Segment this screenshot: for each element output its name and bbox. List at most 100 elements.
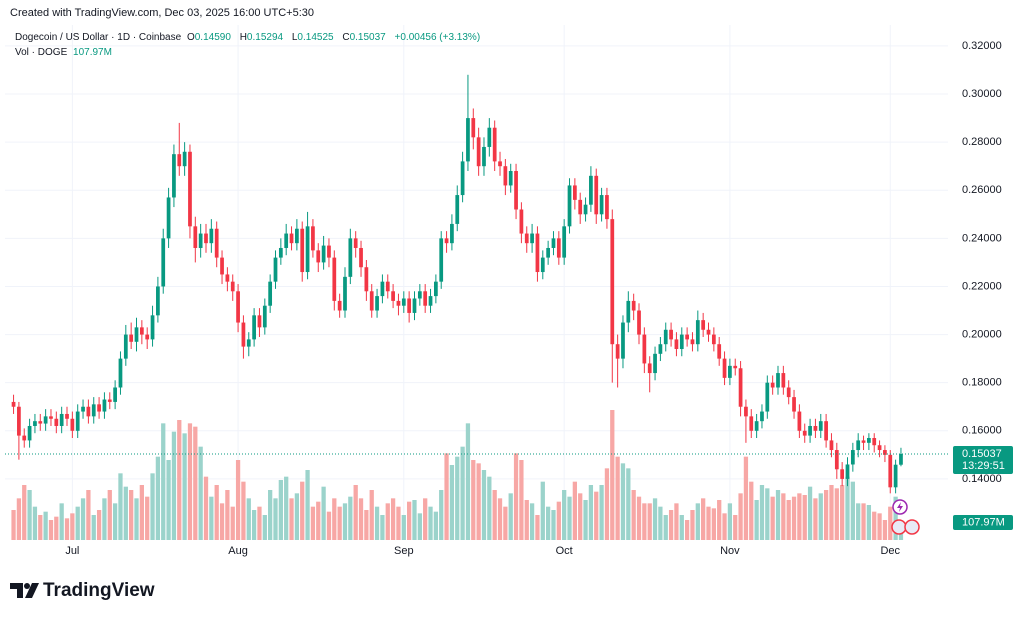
volume-legend: Vol · DOGE 107.97M <box>15 47 115 58</box>
volume-bar <box>636 496 642 540</box>
x-tick-label: Dec <box>880 545 900 557</box>
volume-bar <box>401 515 406 540</box>
volume-bar <box>91 515 96 540</box>
volume-bar <box>412 500 417 540</box>
candle-body <box>695 320 700 345</box>
candle-body <box>321 245 326 263</box>
volume-bar <box>535 515 540 540</box>
event-flag[interactable] <box>904 519 920 535</box>
volume-bar <box>701 498 706 540</box>
legend-value: 0.14525 <box>297 32 334 43</box>
legend-close: C0.15037 <box>342 32 388 43</box>
candle-body <box>81 406 85 412</box>
volume-bar <box>615 456 620 540</box>
candle-body <box>690 339 695 345</box>
candle-body <box>401 298 406 306</box>
volume-bar <box>134 498 139 540</box>
candle-body <box>503 166 508 186</box>
candle-body <box>540 257 545 273</box>
volume-bar <box>572 481 578 540</box>
volume-bar <box>246 498 251 540</box>
candle-body <box>524 233 529 244</box>
volume-bar <box>460 446 465 540</box>
last-price-box <box>953 445 1013 474</box>
candle-body <box>808 425 812 436</box>
candle-body <box>241 322 246 347</box>
volume-bar <box>610 410 615 540</box>
volume-bar <box>433 511 439 540</box>
candle-body <box>204 233 208 244</box>
candle-body <box>396 300 401 306</box>
y-tick-label: 0.18000 <box>962 377 1002 389</box>
volume-bar <box>203 476 209 540</box>
candle-body <box>49 416 53 419</box>
volume-bar <box>706 506 711 540</box>
candle-body <box>27 425 32 441</box>
volume-bar <box>620 463 626 540</box>
candle-body <box>102 399 107 412</box>
volume-bar <box>738 493 743 540</box>
volume-bar <box>813 498 818 540</box>
y-tick-label: 0.14000 <box>962 473 1002 485</box>
countdown: 13:29:51 <box>962 460 1005 472</box>
candle-body <box>348 238 353 277</box>
candle-body <box>637 310 641 335</box>
candle-body <box>139 327 144 335</box>
volume-bar <box>273 498 278 540</box>
candle-body <box>482 146 486 167</box>
volume-bar <box>487 476 492 540</box>
volume-bar <box>332 498 337 540</box>
candle-body <box>198 233 203 248</box>
volume-bar <box>417 513 422 540</box>
candle-body <box>535 233 540 273</box>
event-flag[interactable] <box>891 519 907 535</box>
volume-bar <box>717 500 722 540</box>
candle-body <box>728 365 732 378</box>
candle-body <box>428 296 433 306</box>
volume-bar <box>161 423 166 540</box>
last-price-label: 0.15037 <box>962 448 1002 460</box>
y-tick-label: 0.32000 <box>962 40 1002 52</box>
candle-body <box>845 464 850 479</box>
volume-bar <box>123 486 128 540</box>
volume-bar <box>626 468 631 540</box>
volume-bar <box>230 506 235 540</box>
candle-body <box>706 329 711 335</box>
candle-body <box>172 154 176 198</box>
volume-bar <box>524 500 529 540</box>
candle-body <box>610 219 615 345</box>
volume-bar <box>321 486 326 540</box>
volume-bar <box>679 515 684 540</box>
candle-body <box>551 238 556 248</box>
volume-bar <box>722 513 727 540</box>
x-tick-label: Sep <box>394 545 414 557</box>
volume-bar <box>684 520 690 540</box>
y-tick-label: 0.22000 <box>962 280 1002 292</box>
volume-bar <box>840 485 845 540</box>
candle-body <box>631 300 636 311</box>
x-tick-label: Jul <box>65 545 79 557</box>
candle-body <box>444 238 449 244</box>
volume-bar <box>305 470 310 540</box>
volume-bar <box>11 510 16 540</box>
candle-body <box>770 382 775 388</box>
volume-bar <box>663 515 668 540</box>
volume-bar <box>251 510 257 540</box>
volume-bar <box>674 503 679 540</box>
volume-bar <box>754 500 759 540</box>
volume-bar <box>177 420 182 540</box>
candle-body <box>22 435 27 441</box>
volume-bar <box>497 498 503 540</box>
volume-bar <box>578 493 583 540</box>
candle-body <box>236 291 240 323</box>
candle-body <box>129 334 134 342</box>
candle-body <box>161 238 166 287</box>
candle-body <box>209 228 214 244</box>
y-tick-label: 0.24000 <box>962 232 1002 244</box>
x-tick-label: Oct <box>556 545 573 557</box>
candle-body <box>316 250 321 263</box>
volume-bar <box>278 480 283 540</box>
volume-title: Vol · DOGE <box>15 47 68 58</box>
candle-body <box>284 233 289 248</box>
